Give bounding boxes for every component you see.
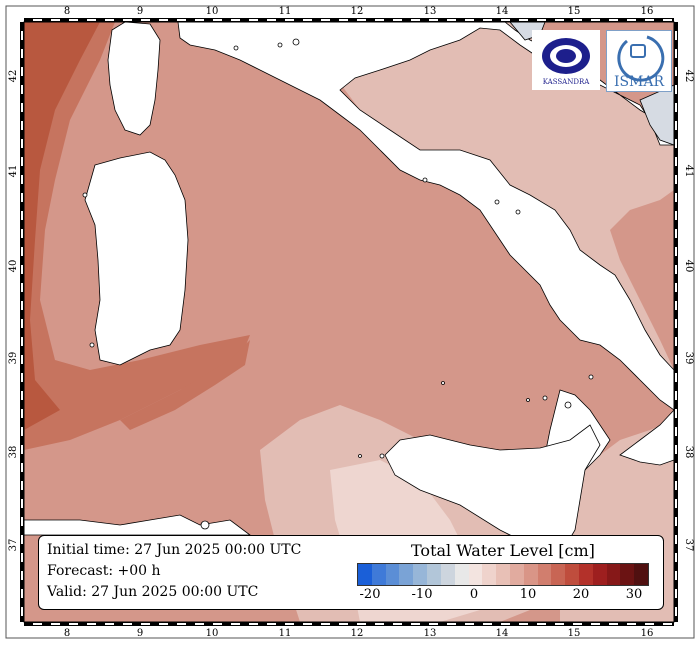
sea-southwest-dark <box>120 340 250 430</box>
lat-tick-label: 40 <box>8 260 19 273</box>
sardinia-land <box>84 151 189 366</box>
colorbar-swatch <box>496 564 510 585</box>
island-dot <box>441 381 445 385</box>
colorbar-swatch <box>454 564 469 585</box>
corsica-land <box>107 21 161 136</box>
lon-labels-bottom: 8 9 10 11 12 13 14 15 16 <box>64 628 654 639</box>
lon-tick-label: 10 <box>206 6 219 17</box>
kassandra-logo-text: KASSANDRA <box>543 78 591 86</box>
forecast-text: Forecast: +00 h <box>47 563 161 579</box>
lat-tick-label: 38 <box>8 446 19 459</box>
lat-tick-label: 42 <box>8 70 19 83</box>
valid-time-text: Valid: 27 Jun 2025 00:00 UTC <box>47 584 259 600</box>
lat-tick-label: 39 <box>8 352 19 365</box>
colorbar-swatch <box>620 564 635 585</box>
colorbar-swatch <box>385 564 400 585</box>
initial-time-text: Initial time: 27 Jun 2025 00:00 UTC <box>47 542 302 558</box>
lon-tick-label: 8 <box>64 6 70 17</box>
lon-tick-label: 14 <box>496 6 509 17</box>
island-dot <box>588 374 594 380</box>
lat-tick-label: 42 <box>683 70 694 83</box>
island-dot <box>292 38 300 46</box>
island-dot <box>526 398 530 402</box>
lat-labels-right: 42 41 40 39 38 37 <box>683 70 694 552</box>
colorbar-swatch <box>565 564 579 585</box>
ismar-logo-text: ISMAR <box>614 74 665 90</box>
island-dot <box>200 520 210 530</box>
italy-mainland <box>177 21 675 411</box>
colorbar-tick-label: 10 <box>519 587 537 602</box>
colorbar-swatch <box>551 564 566 585</box>
colorbar-swatch <box>427 564 441 585</box>
lat-tick-label: 40 <box>683 260 694 273</box>
lon-tick-label: 15 <box>568 6 581 17</box>
lon-tick-label: 9 <box>137 628 143 639</box>
colorbar-swatch <box>523 564 538 585</box>
colorbar-swatch <box>440 564 455 585</box>
island-dot <box>564 401 572 409</box>
sicily-land <box>384 424 601 556</box>
island-dot <box>277 42 283 48</box>
lat-tick-label: 41 <box>8 165 19 178</box>
lon-tick-label: 16 <box>641 628 654 639</box>
island-dot <box>494 199 500 205</box>
lon-tick-label: 11 <box>279 628 292 639</box>
lon-tick-label: 13 <box>424 628 437 639</box>
lat-tick-label: 39 <box>683 352 694 365</box>
lat-labels-left: 42 41 40 39 38 37 <box>8 70 19 552</box>
colorbar-tick-label: -10 <box>411 587 433 602</box>
colorbar-swatch <box>579 564 593 585</box>
colorbar-swatch <box>399 564 414 585</box>
island-dot <box>542 395 548 401</box>
lon-tick-label: 13 <box>424 6 437 17</box>
island-dot <box>422 177 428 183</box>
frame-top-checker <box>24 18 674 22</box>
colorbar-swatch <box>509 564 524 585</box>
colorbar-tick-label: 0 <box>469 587 479 602</box>
lat-tick-label: 37 <box>683 539 694 552</box>
colorbar-swatch <box>413 564 428 585</box>
colorbar-tick-label: 30 <box>625 587 643 602</box>
kassandra-logo: KASSANDRA <box>532 30 600 90</box>
colorbar-swatch <box>371 564 386 585</box>
island-dot <box>358 454 362 458</box>
lon-tick-label: 14 <box>496 628 509 639</box>
colorbar-swatch <box>468 564 483 585</box>
lat-tick-label: 41 <box>683 165 694 178</box>
colorbar-swatch <box>606 564 621 585</box>
island-dot <box>82 192 88 198</box>
lon-tick-label: 16 <box>641 6 654 17</box>
lat-tick-label: 37 <box>8 539 19 552</box>
lon-tick-label: 12 <box>351 628 364 639</box>
colorbar-tick-label: 20 <box>572 587 590 602</box>
lon-tick-label: 9 <box>137 6 143 17</box>
lon-tick-label: 10 <box>206 628 219 639</box>
island-dot <box>515 209 521 215</box>
lon-tick-label: 15 <box>568 628 581 639</box>
island-dot <box>89 342 95 348</box>
colorbar-swatch <box>358 564 372 585</box>
colorbar-tick-label: -20 <box>359 587 381 602</box>
ismar-logo: ISMAR <box>606 30 672 92</box>
frame-bottom-checker <box>24 622 674 626</box>
lat-tick-label: 38 <box>683 446 694 459</box>
island-dot <box>233 45 239 51</box>
sea-adriatic-light <box>300 22 674 400</box>
sea-west-darker <box>24 22 100 430</box>
colorbar-swatch <box>482 564 497 585</box>
legend-title: Total Water Level [cm] <box>411 541 595 560</box>
frame-left-checker <box>20 22 24 622</box>
colorbar-swatch <box>537 564 552 585</box>
frame-right-checker <box>674 22 678 622</box>
colorbar <box>357 563 649 586</box>
colorbar-swatch <box>634 564 649 585</box>
info-legend-box: Initial time: 27 Jun 2025 00:00 UTC Fore… <box>38 535 664 610</box>
island-dot <box>379 453 385 459</box>
lon-tick-label: 8 <box>64 628 70 639</box>
lon-tick-label: 11 <box>279 6 292 17</box>
lon-labels-top: 8 9 10 11 12 13 14 15 16 <box>64 6 654 17</box>
colorbar-swatch <box>592 564 607 585</box>
lon-tick-label: 12 <box>351 6 364 17</box>
